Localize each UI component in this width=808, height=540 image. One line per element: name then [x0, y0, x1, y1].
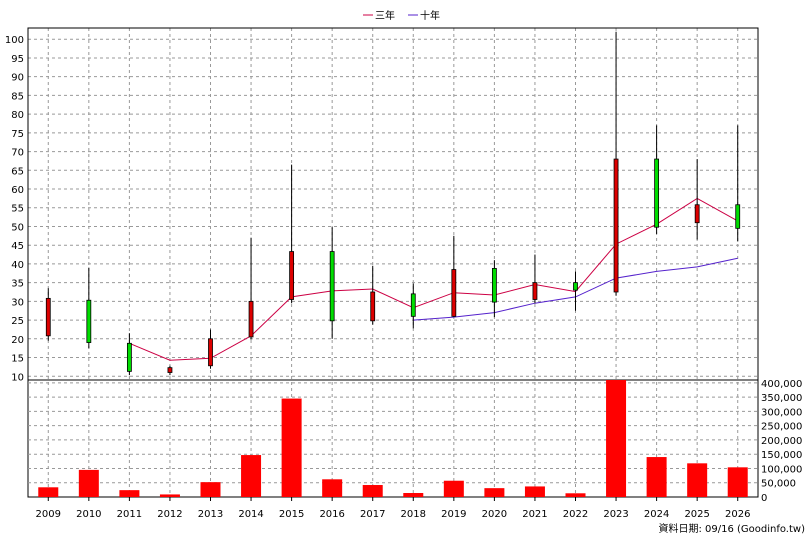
volume-tick-label: 50,000	[761, 479, 796, 490]
x-tick-label: 2024	[644, 509, 669, 520]
x-tick-label: 2016	[319, 509, 344, 520]
price-tick-label: 45	[11, 241, 24, 252]
candle-body	[86, 299, 92, 343]
volume-bar	[78, 469, 99, 497]
x-tick-label: 2019	[441, 509, 466, 520]
price-tick-label: 40	[11, 260, 24, 271]
series-line-3yr	[129, 197, 738, 361]
candle-body	[329, 251, 335, 322]
candle-body	[491, 268, 497, 303]
x-tick-label: 2020	[482, 509, 507, 520]
candle-body	[451, 269, 457, 317]
x-tick-label: 2009	[36, 509, 61, 520]
x-tick-label: 2017	[360, 509, 385, 520]
x-tick-label: 2015	[279, 509, 304, 520]
volume-bar	[362, 485, 383, 497]
candle-body	[410, 293, 416, 317]
volume-bar	[484, 488, 505, 497]
volume-tick-label: 150,000	[761, 450, 802, 461]
plot-frame	[27, 27, 759, 498]
candle-body	[208, 338, 213, 367]
volume-bar	[443, 480, 464, 497]
legend: 三年 十年	[363, 9, 440, 22]
price-tick-label: 65	[11, 166, 24, 177]
candle-body	[289, 251, 295, 300]
x-tick-label: 2018	[401, 509, 426, 520]
price-tick-label: 55	[11, 204, 24, 215]
price-tick-label: 20	[11, 335, 24, 346]
volume-bar	[727, 467, 748, 497]
volume-tick-label: 350,000	[761, 393, 802, 404]
price-tick-label: 95	[11, 54, 24, 65]
candle-body	[167, 367, 173, 373]
volume-bar	[200, 482, 221, 497]
volume-bar	[38, 487, 59, 497]
x-tick-label: 2025	[684, 509, 709, 520]
volume-bar	[606, 380, 627, 497]
volume-bar	[241, 455, 262, 497]
volume-bar	[281, 398, 302, 497]
price-tick-label: 80	[11, 110, 24, 121]
volume-tick-label: 250,000	[761, 422, 802, 433]
x-tick-label: 2011	[117, 509, 142, 520]
volume-tick-label: 400,000	[761, 379, 802, 390]
candle-body	[126, 342, 132, 372]
price-tick-label: 15	[11, 354, 24, 365]
candle-body	[573, 282, 578, 291]
x-tick-label: 2021	[522, 509, 547, 520]
x-tick-label: 2023	[603, 509, 628, 520]
legend-label-10yr: 十年	[420, 9, 440, 22]
volume-bar	[646, 457, 667, 497]
price-tick-label: 85	[11, 91, 24, 102]
volume-tick-label: 100,000	[761, 464, 802, 475]
x-tick-label: 2012	[157, 509, 182, 520]
candle-body	[248, 300, 254, 338]
volume-bar	[322, 479, 343, 497]
volume-bar	[687, 463, 708, 497]
volume-tick-label: 200,000	[761, 436, 802, 447]
x-tick-label: 2022	[563, 509, 588, 520]
volume-panel: 0 50,000 100,000 150,000 200,000 250,000 300,0…	[28, 379, 802, 504]
price-tick-label: 30	[11, 297, 24, 308]
price-tick-label: 35	[11, 279, 24, 290]
x-tick-label: 2026	[725, 509, 750, 520]
price-tick-label: 75	[11, 129, 24, 140]
price-tick-label: 90	[11, 73, 24, 84]
candle-body	[694, 204, 700, 224]
price-panel: 10 15 20 25 30 35 40 45 50 55 60 65 70 75 80 85 90 95 100	[5, 27, 759, 498]
candle-body	[532, 282, 538, 300]
price-tick-label: 70	[11, 148, 24, 159]
candle-body	[654, 158, 660, 228]
x-tick-label: 2013	[198, 509, 223, 520]
x-axis: 2009 2010 2011 2012 2013 2014 2015 2016 2017 2018…	[36, 497, 750, 520]
price-tick-label: 50	[11, 222, 24, 233]
volume-tick-label: 0	[761, 493, 767, 504]
price-tick-label: 10	[11, 372, 24, 383]
legend-label-3yr: 三年	[375, 9, 395, 22]
x-tick-label: 2010	[76, 509, 101, 520]
candle-body	[45, 297, 51, 337]
volume-bar	[565, 493, 586, 497]
volume-bar	[119, 490, 140, 497]
price-tick-label: 100	[5, 35, 24, 46]
volume-bar	[524, 486, 545, 497]
x-tick-label: 2014	[238, 509, 263, 520]
candle-body	[613, 158, 619, 293]
candle-body	[370, 291, 376, 322]
footer-source: 資料日期: 09/16 (Goodinfo.tw)	[658, 522, 805, 535]
volume-tick-label: 300,000	[761, 407, 802, 418]
candle-body	[735, 204, 741, 229]
price-tick-label: 60	[11, 185, 24, 196]
volume-bar	[159, 494, 180, 497]
volume-bar	[403, 493, 424, 497]
price-tick-label: 25	[11, 316, 24, 327]
